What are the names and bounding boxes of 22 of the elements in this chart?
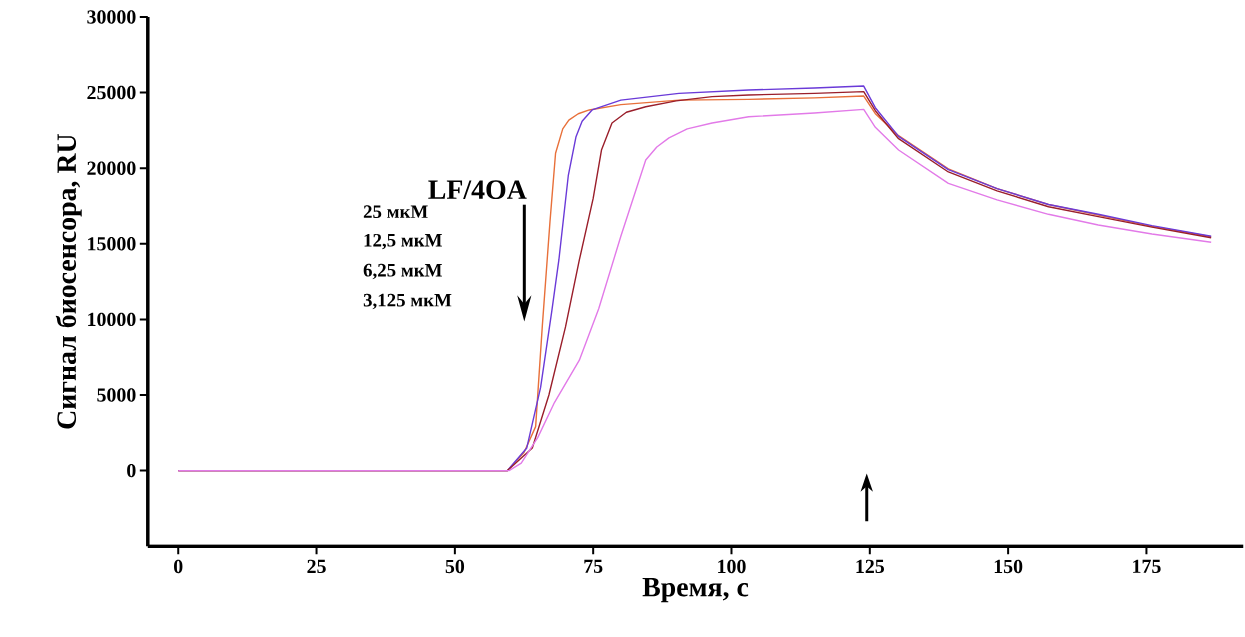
x-tick-label: 0 [174, 559, 183, 574]
y-axis-title: Сигнал биосенсора, RU [55, 134, 82, 429]
annotation: LF/4OA [428, 180, 527, 200]
x-tick-label: 50 [445, 559, 465, 574]
x-tick-label: 100 [718, 559, 746, 574]
annotation: 6,25 мкМ [363, 263, 442, 280]
annotation: 3,125 мкМ [363, 293, 452, 310]
y-tick-label: 0 [127, 463, 136, 478]
x-tick-label: 125 [856, 559, 884, 574]
x-tick-label: 150 [994, 559, 1023, 574]
y-tick-label: 25000 [87, 85, 136, 100]
y-tick-label: 5000 [97, 388, 136, 402]
x-tick-label: 25 [307, 559, 326, 574]
y-tick-label: 20000 [87, 161, 136, 175]
annotation: 12,5 мкМ [364, 233, 442, 250]
x-tick-label: 175 [1133, 559, 1161, 573]
y-tick-label: 10000 [88, 312, 136, 327]
x-axis-title: Время, с [642, 577, 749, 603]
y-tick-label: 15000 [88, 237, 136, 251]
x-tick-label: 75 [584, 559, 603, 573]
annotation: 25 мкМ [363, 205, 428, 218]
y-tick-label: 30000 [87, 10, 136, 24]
